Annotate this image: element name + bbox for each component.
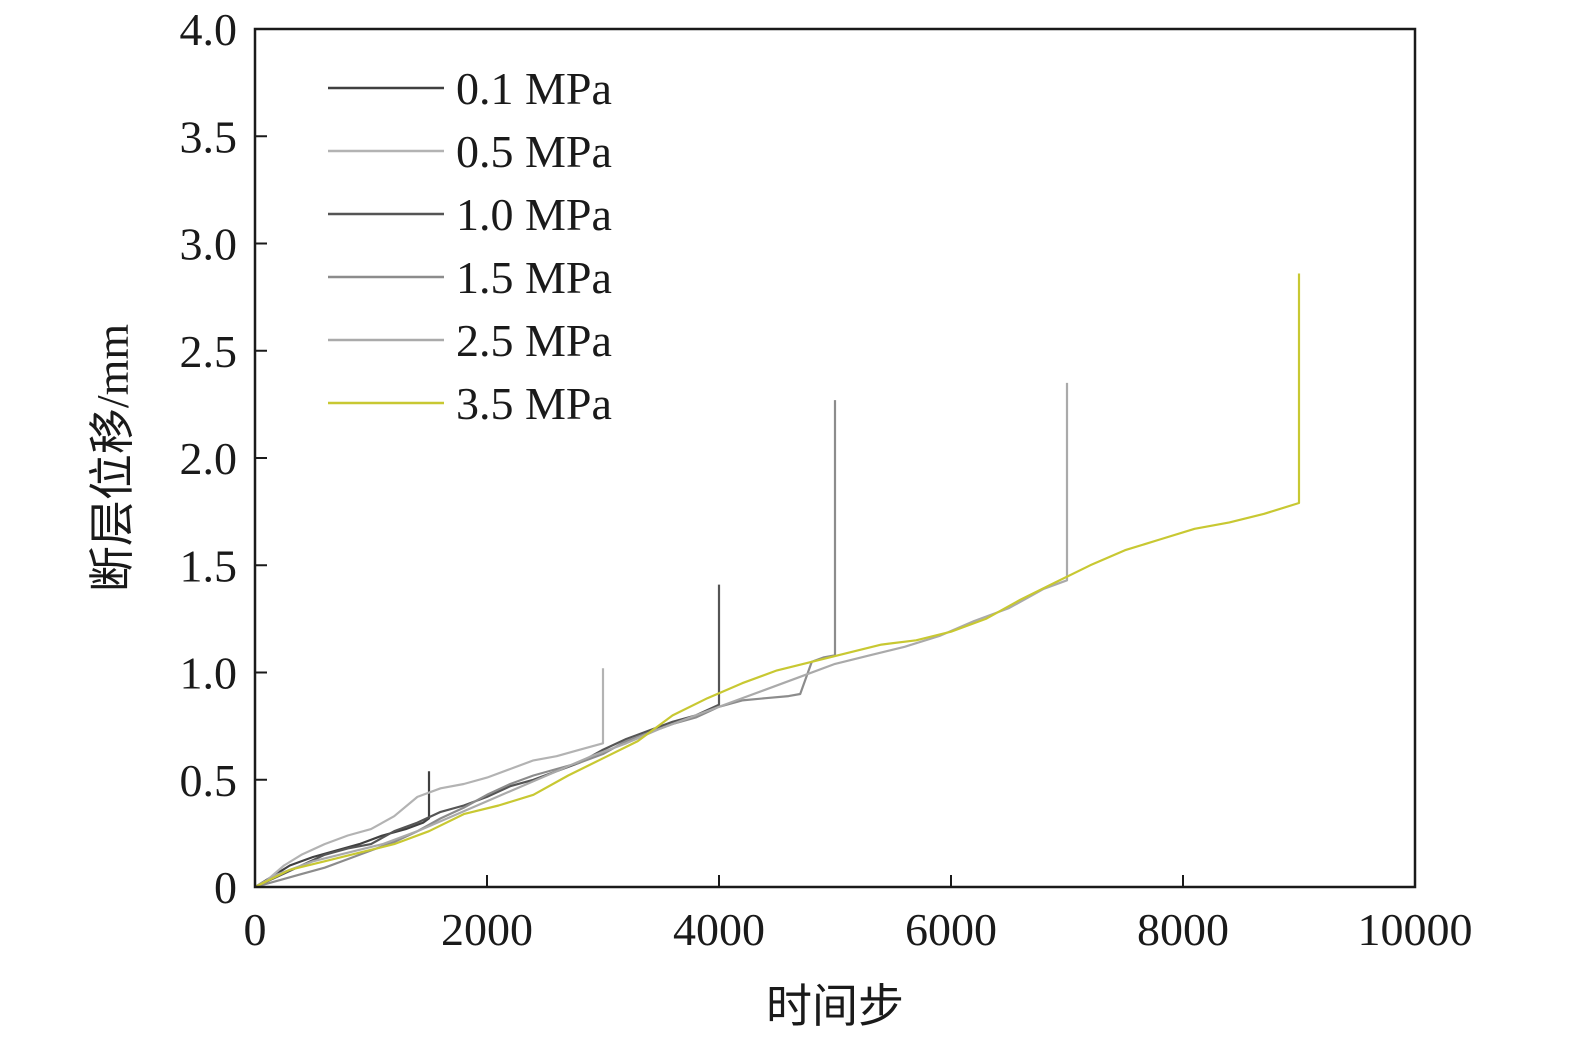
series-line-0-5-mpa [254,668,605,888]
y-tick-label: 2.0 [180,433,238,484]
y-axis-title: 断层位移/mm [87,324,138,593]
legend: 0.1 MPa 0.5 MPa 1.0 MPa 1.5 MPa 2.5 MPa 3.5 M… [328,63,612,429]
series-line-1-0-mpa [254,584,721,888]
y-tick-label: 3.0 [180,219,238,270]
x-tick-label: 2000 [441,904,533,955]
y-tick-label: 0 [214,862,237,913]
x-tick-label: 0 [244,904,267,955]
series-line-3-5-mpa [254,273,1301,888]
x-axis-title: 时间步 [766,981,904,1032]
legend-label: 0.5 MPa [456,126,612,177]
series-line-2-5-mpa [254,382,1069,888]
y-tick-label: 4.0 [180,4,238,55]
x-axis-ticks: 0 2000 4000 6000 8000 10000 [244,875,1473,955]
y-tick-label: 1.0 [180,648,238,699]
series-line-1-5-mpa [254,400,837,889]
legend-label: 1.0 MPa [456,189,612,240]
series-layer [254,273,1301,889]
y-tick-label: 3.5 [180,111,238,162]
legend-label: 3.5 MPa [456,378,612,429]
legend-label: 0.1 MPa [456,63,612,114]
x-tick-label: 6000 [905,904,997,955]
series-line-0-1-mpa [254,771,431,888]
x-tick-label: 10000 [1358,904,1473,955]
y-tick-label: 2.5 [180,326,238,377]
y-tick-label: 1.5 [180,540,238,591]
legend-label: 1.5 MPa [456,252,612,303]
x-tick-label: 4000 [673,904,765,955]
y-axis-ticks: 0 0.5 1.0 1.5 2.0 2.5 3.0 3.5 4.0 [180,4,267,913]
x-tick-label: 8000 [1137,904,1229,955]
y-tick-label: 0.5 [180,755,238,806]
legend-label: 2.5 MPa [456,315,612,366]
